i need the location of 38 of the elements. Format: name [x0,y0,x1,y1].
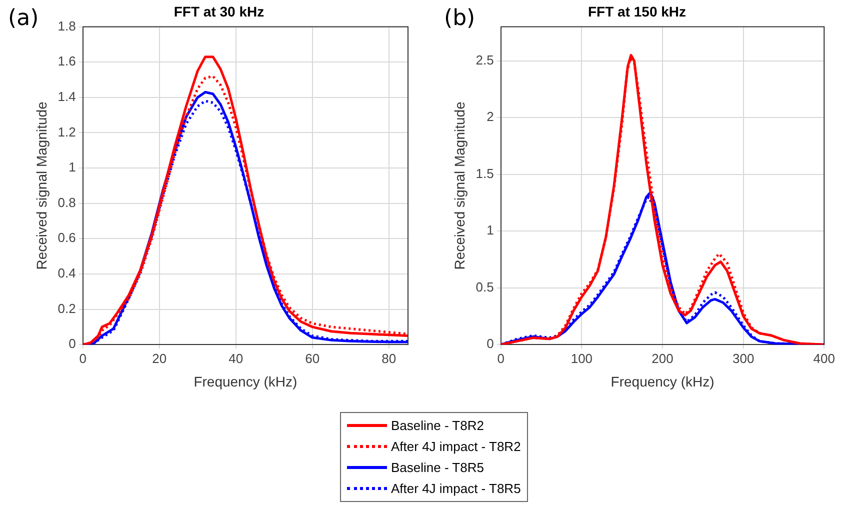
y-tick-label: 1.4 [58,89,76,104]
x-tick-label: 300 [732,350,754,366]
x-tick-label: 0 [79,350,86,366]
x-tick-label: 40 [228,350,244,366]
y-tick-label: 1.5 [476,166,494,181]
chart-title: FFT at 150 kHz [588,3,686,20]
y-tick-label: 0 [486,336,494,352]
x-axis-title: Frequency (kHz) [194,373,298,390]
y-tick-label: 2.5 [476,52,494,68]
x-tick-label: 100 [570,350,593,366]
y-tick-label: 2 [486,109,494,124]
legend-label: After 4J impact - T8R5 [391,481,521,496]
text: (b) [444,6,476,31]
x-tick-label: 20 [152,350,167,366]
x-tick-label: 400 [813,350,836,366]
legend-label: Baseline - T8R2 [391,418,484,433]
x-tick-label: 200 [652,350,674,366]
x-tick-label: 60 [305,350,320,366]
y-tick-label: 0.2 [58,300,76,316]
y-tick-label: 1 [486,222,494,238]
y-tick-label: 1 [68,160,76,175]
y-axis-title: Received signal Magnitude [451,101,468,270]
chart-title: FFT at 30 kHz [174,3,264,20]
text: (a) [8,6,39,31]
y-tick-label: 0 [68,336,76,352]
x-tick-label: 80 [382,350,396,366]
y-axis-title: Received signal Magnitude [33,101,50,270]
y-tick-label: 0.4 [58,266,76,281]
legend-label: Baseline - T8R5 [391,460,484,475]
y-tick-label: 1.8 [58,18,76,34]
y-tick-label: 1.2 [58,124,76,140]
x-tick-label: 0 [497,350,504,366]
y-tick-label: 0.8 [58,194,76,210]
y-tick-label: 1.6 [58,54,76,69]
x-axis-title: Frequency (kHz) [610,373,714,390]
legend-label: After 4J impact - T8R2 [391,439,521,454]
y-tick-label: 0.5 [476,279,494,294]
y-tick-label: 0.6 [58,230,76,246]
